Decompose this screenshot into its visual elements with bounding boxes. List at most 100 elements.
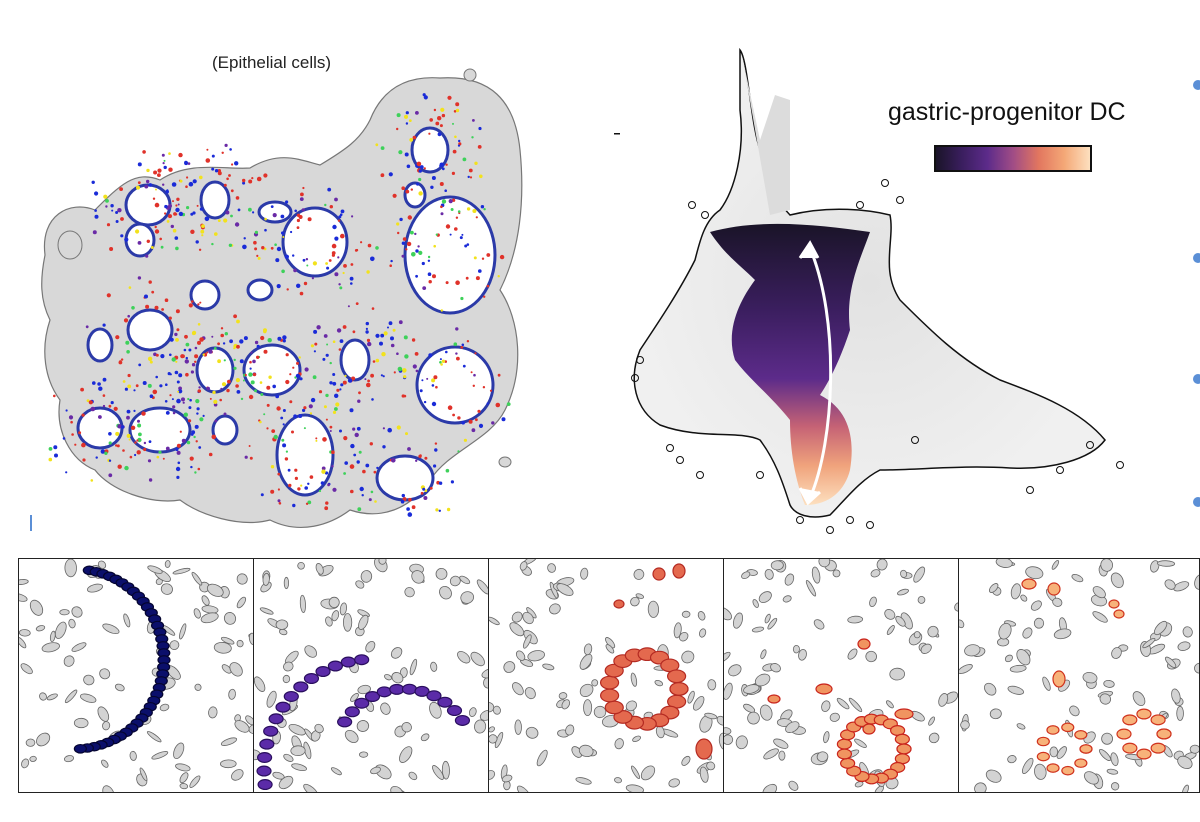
cell-dot [271, 429, 276, 433]
cell-gray [687, 690, 695, 704]
cell-dot [242, 379, 245, 382]
cell-dot [181, 397, 185, 402]
cell-dot [375, 143, 379, 147]
cell-dot [161, 308, 165, 311]
cell-dot [104, 451, 108, 455]
cell-highlighted [652, 567, 666, 581]
cell-dot [102, 323, 106, 327]
cell-dot [324, 506, 329, 511]
cell-dot [382, 445, 386, 449]
cell-dot [199, 337, 204, 342]
cell-gray [818, 559, 831, 568]
cell-dot [415, 111, 419, 115]
cell-dot [293, 268, 297, 273]
cell-gray [39, 692, 47, 701]
cell-dot [431, 176, 436, 180]
cell-gray [524, 687, 536, 700]
cell-dot [393, 371, 396, 374]
cell-dot [461, 233, 464, 236]
cell-gray [297, 561, 305, 570]
cell-dot [194, 471, 197, 474]
cell-dot [421, 379, 424, 382]
cell-dot [177, 390, 180, 393]
cell-dot [184, 359, 189, 364]
cell-dot [329, 205, 333, 209]
cell-highlighted [894, 733, 910, 745]
cell-dot [422, 286, 427, 290]
cell-gray [558, 692, 568, 700]
cell-dot [434, 448, 438, 452]
cell-gray [579, 653, 593, 670]
cell-dot [175, 309, 180, 314]
cell-gray [927, 625, 939, 638]
cell-gray [752, 599, 759, 608]
cell-gray [707, 679, 717, 691]
cell-dot [220, 387, 223, 390]
cell-gray [1052, 597, 1063, 607]
cell-dot [194, 360, 197, 363]
cell-highlighted [257, 752, 273, 764]
cell-dot [194, 424, 199, 429]
outlier-point [756, 471, 764, 479]
embedding-outline [633, 47, 1106, 518]
cell-dot [88, 400, 93, 405]
cell-dot [472, 209, 477, 213]
cell-dot [260, 335, 265, 341]
cell-dot [54, 453, 58, 458]
cell-dot [303, 406, 307, 410]
cell-gray [356, 720, 370, 732]
cell-gray [984, 682, 997, 696]
cell-dot [468, 419, 473, 424]
cell-gray [390, 647, 403, 659]
cell-gray [262, 572, 270, 586]
cell-dot [149, 360, 153, 364]
cell-gray [1110, 782, 1120, 791]
cell-gray [1194, 573, 1199, 590]
cell-dot [302, 408, 306, 412]
cell-highlighted [666, 669, 687, 684]
cell-dot [361, 494, 364, 497]
cell-dot [486, 284, 490, 288]
cell-dot [119, 187, 123, 192]
cell-dot [136, 450, 141, 455]
cell-dot [281, 231, 285, 235]
cell-gray [770, 560, 784, 571]
cell-gray [1106, 768, 1119, 775]
cell-gray [63, 655, 75, 667]
cell-dot [220, 333, 224, 338]
cell-dot [188, 419, 192, 423]
cell-dot [285, 450, 288, 453]
cell-dot [453, 110, 457, 113]
cell-gray [747, 711, 760, 725]
cell-dot [254, 340, 259, 345]
cell-dot [143, 441, 147, 445]
cell-dot [412, 135, 417, 140]
cell-dot [109, 247, 114, 251]
cell-dot [264, 217, 267, 221]
cell-dot [439, 124, 443, 128]
cell-gray [917, 596, 926, 604]
cell-dot [470, 371, 473, 374]
cell-dot [274, 243, 277, 246]
cell-dot [300, 484, 303, 487]
cell-dot [281, 269, 285, 274]
cell-dot [202, 414, 205, 417]
outlier-point [636, 356, 644, 364]
cell-dot [165, 383, 168, 387]
cell-dot [331, 243, 337, 249]
cell-dot [213, 347, 217, 350]
cell-dot [408, 497, 412, 502]
cell-gray [194, 683, 202, 691]
cell-gray [718, 732, 723, 751]
cell-dot [356, 460, 360, 464]
cell-dot [379, 341, 383, 346]
cell-dot [358, 450, 362, 454]
cell-gray [1194, 662, 1199, 674]
cell-dot [339, 388, 342, 391]
cell-gray [489, 770, 496, 780]
cell-gray [1189, 744, 1199, 754]
cell-gray [1021, 757, 1034, 774]
cell-dot [200, 229, 205, 234]
cell-gray [575, 777, 592, 785]
cell-dot [331, 465, 334, 468]
